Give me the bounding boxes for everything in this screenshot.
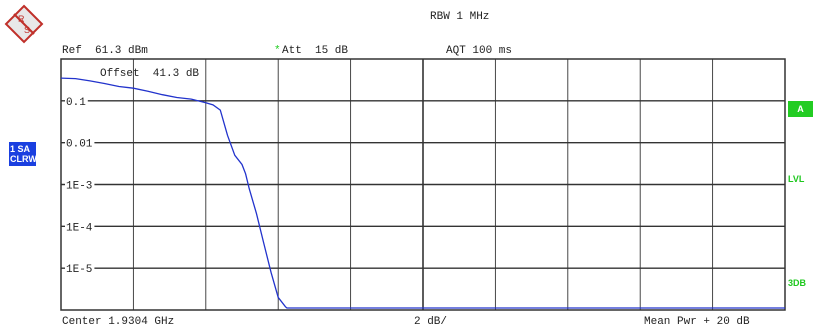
rbw-label: RBW 1 MHz bbox=[430, 11, 490, 23]
mean-power-label: Mean Pwr + 20 dB bbox=[644, 316, 750, 328]
grid bbox=[60, 58, 786, 311]
y-tick-label-bg bbox=[65, 94, 88, 107]
scale-label: 2 dB/ bbox=[414, 316, 448, 328]
svg-text:S: S bbox=[24, 25, 30, 35]
trace-line bbox=[60, 77, 785, 309]
svg-text:R: R bbox=[18, 14, 25, 24]
y-tick-label-bg bbox=[65, 220, 95, 233]
trace-mode-label: 1 SA bbox=[10, 144, 31, 154]
y-tick-label: 1E-5 bbox=[66, 264, 92, 276]
y-tick-label: 0.1 bbox=[66, 97, 86, 109]
offset-label: Offset 41.3 dB bbox=[100, 68, 200, 80]
trace-badge[interactable]: 1 SA CLRWR bbox=[9, 142, 44, 166]
center-frequency-label: Center 1.9304 GHz bbox=[62, 316, 175, 328]
lvl-label: LVL bbox=[788, 174, 805, 184]
att-star-icon: * bbox=[274, 45, 281, 57]
marker-a-badge[interactable]: A bbox=[788, 101, 813, 117]
y-tick-label: 0.01 bbox=[66, 139, 93, 151]
y-tick-label-bg bbox=[65, 262, 95, 275]
attenuation-label: Att 15 dB bbox=[282, 45, 349, 57]
y-tick-label-bg bbox=[65, 178, 95, 191]
aqt-label: AQT 100 ms bbox=[446, 45, 513, 57]
y-tick-label: 1E-4 bbox=[66, 222, 93, 234]
rohde-schwarz-logo-icon: R S bbox=[4, 4, 44, 44]
y-tick-label-bg bbox=[65, 136, 95, 149]
y-tick-labels: 0.1 0.01 1E-3 1E-4 1E-5 bbox=[65, 94, 95, 276]
trace-detector-label: CLRWR bbox=[10, 154, 44, 164]
y-tick-label: 1E-3 bbox=[66, 181, 92, 193]
3db-label: 3DB bbox=[788, 278, 807, 288]
ref-level-label: Ref 61.3 dBm bbox=[62, 45, 148, 57]
